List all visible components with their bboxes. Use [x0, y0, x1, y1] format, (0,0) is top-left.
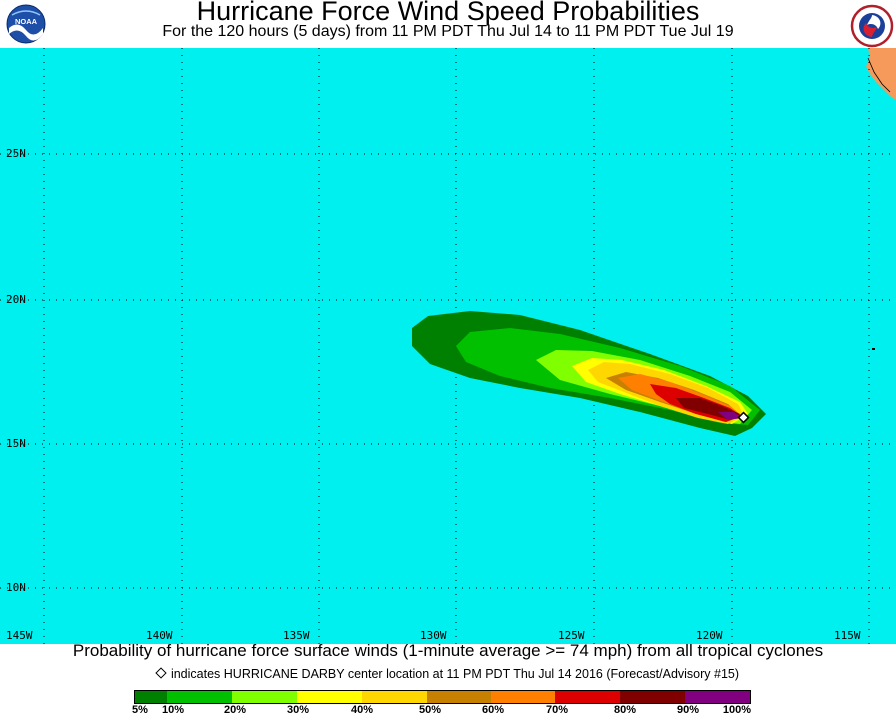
legend-label: 60%: [481, 704, 505, 716]
plume-90pct: [718, 412, 742, 420]
legend-color-bar: [134, 690, 751, 704]
lat-label: 10N: [6, 581, 26, 594]
legend-label: 50%: [418, 704, 442, 716]
lon-label: 120W: [696, 629, 723, 642]
noaa-logo-icon: NOAA: [6, 4, 46, 44]
lon-label: 135W: [283, 629, 310, 642]
map-subtitle: For the 120 hours (5 days) from 11 PM PD…: [162, 23, 734, 40]
probability-plume: [412, 311, 766, 436]
legend-label: 40%: [350, 704, 374, 716]
legend-swatch: [135, 691, 167, 703]
legend-swatch: [362, 691, 427, 703]
legend-label: 90%: [676, 704, 700, 716]
grid-lines: [0, 48, 896, 644]
small-island: [872, 348, 875, 350]
map-canvas: [0, 48, 896, 644]
lon-label: 125W: [558, 629, 585, 642]
probability-description: Probability of hurricane force surface w…: [72, 641, 824, 660]
legend-swatch: [620, 691, 685, 703]
legend-label: 10%: [161, 704, 185, 716]
storm-center-marker: [737, 411, 750, 424]
lat-label: 20N: [6, 293, 26, 306]
lon-label: 115W: [834, 629, 861, 642]
lon-label: 145W: [6, 629, 33, 642]
lat-label: 15N: [6, 437, 26, 450]
legend-label: 70%: [545, 704, 569, 716]
marker-note: indicates HURRICANE DARBY center locatio…: [0, 666, 896, 682]
legend-swatch: [491, 691, 555, 703]
legend-swatch: [555, 691, 620, 703]
lat-label: 25N: [6, 147, 26, 160]
map-title: Hurricane Force Wind Speed Probabilities: [196, 0, 700, 26]
legend-label: 20%: [223, 704, 247, 716]
legend-label: 80%: [613, 704, 637, 716]
nws-logo-icon: [850, 4, 894, 48]
legend-swatch: [232, 691, 297, 703]
noaa-logo-text: NOAA: [15, 17, 38, 26]
diamond-marker-icon: [155, 667, 167, 679]
legend-swatch: [685, 691, 750, 703]
land-mass: [866, 48, 896, 100]
lon-label: 130W: [420, 629, 447, 642]
legend-swatch: [167, 691, 232, 703]
marker-note-text: indicates HURRICANE DARBY center locatio…: [170, 667, 740, 681]
legend-swatch: [297, 691, 362, 703]
legend-label: 100%: [722, 704, 752, 716]
legend-label: 5%: [132, 704, 148, 716]
legend-swatch: [427, 691, 491, 703]
legend-label: 30%: [286, 704, 310, 716]
lon-label: 140W: [146, 629, 173, 642]
